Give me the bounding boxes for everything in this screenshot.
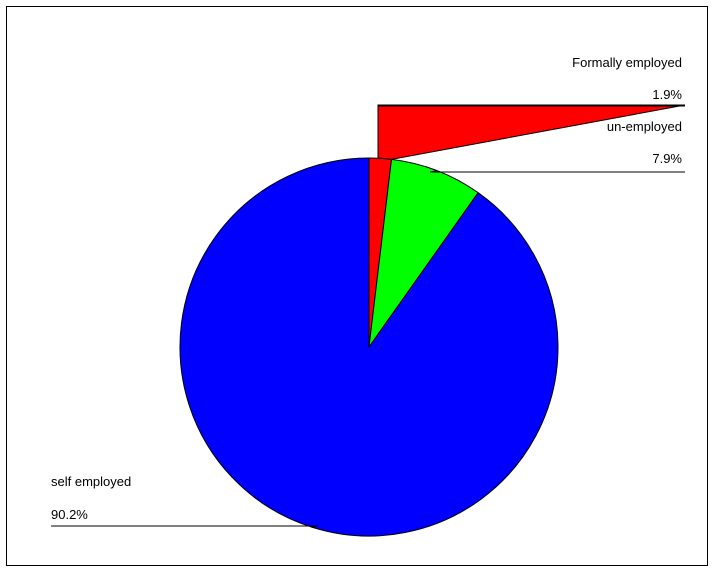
pie-slice-self-employed xyxy=(179,157,559,537)
slice-percent-label-self-employed: 90.2% xyxy=(51,507,88,522)
slice-name-label-un-employed: un-employed xyxy=(607,119,682,134)
slice-name-label-formally-employed: Formally employed xyxy=(572,55,682,70)
pie-slices xyxy=(179,104,686,537)
slice-labels: Formally employed 1.9% un-employed 7.9% self… xyxy=(51,55,682,522)
slice-percent-label-un-employed: 7.9% xyxy=(652,151,682,166)
slice-percent-label-formally-employed: 1.9% xyxy=(652,87,682,102)
slice-name-label-self-employed: self employed xyxy=(51,474,131,489)
label-leader-lines xyxy=(51,105,685,528)
